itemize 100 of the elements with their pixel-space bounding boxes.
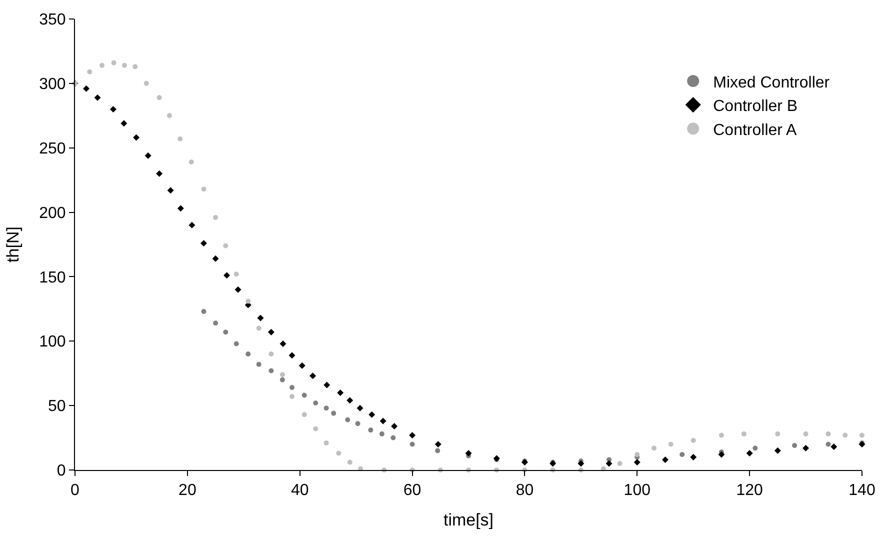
point: [634, 452, 640, 458]
point: [212, 255, 219, 262]
point: [289, 394, 294, 400]
point: [257, 314, 264, 322]
point: [391, 422, 398, 430]
point: [87, 69, 92, 74]
point: [234, 286, 242, 293]
point: [324, 440, 329, 446]
point: [355, 421, 360, 426]
y-tick-label: 350: [39, 12, 66, 29]
legend-label: Controller A: [713, 122, 798, 139]
point: [213, 214, 218, 220]
point: [331, 410, 336, 416]
point: [144, 152, 152, 159]
point: [201, 309, 206, 314]
point: [409, 432, 416, 438]
point: [774, 447, 781, 454]
point: [324, 382, 330, 388]
point: [268, 368, 274, 374]
x-tick-label: 80: [516, 482, 534, 500]
point: [133, 134, 140, 141]
point: [336, 450, 342, 456]
point: [356, 404, 364, 412]
y-tick-label: 300: [39, 76, 66, 94]
point: [690, 454, 697, 460]
point: [380, 418, 386, 424]
x-tick-label: 60: [403, 482, 422, 500]
y-tick-label: 150: [39, 269, 66, 286]
point: [167, 187, 174, 194]
point: [741, 431, 746, 436]
point: [280, 377, 285, 382]
point: [256, 362, 262, 367]
point: [435, 448, 440, 454]
point: [662, 456, 668, 463]
point: [122, 62, 127, 68]
point: [792, 443, 798, 448]
point: [280, 372, 285, 378]
point: [860, 432, 864, 438]
point: [680, 452, 685, 458]
point: [156, 95, 162, 100]
point: [234, 341, 239, 346]
point: [718, 432, 724, 438]
x-axis-title: time[s]: [443, 510, 494, 530]
point: [337, 389, 344, 396]
point: [324, 406, 329, 411]
point: [521, 459, 528, 466]
point: [298, 362, 306, 369]
point: [246, 352, 251, 357]
point: [302, 412, 307, 418]
point: [110, 106, 116, 112]
point: [256, 326, 262, 331]
point: [668, 442, 674, 447]
point: [434, 440, 442, 448]
point: [213, 320, 218, 326]
point: [842, 432, 848, 438]
point: [368, 428, 374, 433]
point: [82, 85, 90, 92]
point: [617, 461, 622, 466]
point: [313, 426, 318, 432]
point: [99, 62, 104, 68]
y-tick-label: 250: [39, 140, 66, 158]
point: [166, 113, 172, 118]
point: [120, 120, 128, 127]
point: [188, 160, 194, 165]
legend-label: Controller B: [713, 98, 798, 116]
point: [379, 431, 384, 436]
point: [310, 372, 316, 380]
point: [606, 460, 612, 467]
y-tick-label: 0: [56, 462, 66, 480]
point: [201, 186, 206, 192]
x-tick-label: 100: [624, 482, 651, 500]
point: [178, 136, 183, 142]
point: [410, 442, 415, 447]
x-tick-label: 40: [290, 482, 309, 500]
point: [302, 392, 307, 398]
point: [288, 352, 296, 359]
point: [690, 438, 696, 443]
point: [234, 272, 239, 277]
point: [246, 298, 251, 304]
point: [826, 442, 831, 447]
point: [578, 460, 584, 467]
legend-label: Mixed Controller: [713, 74, 830, 92]
x-tick-label: 0: [70, 482, 80, 500]
y-tick-label: 50: [48, 398, 66, 416]
point: [634, 459, 640, 466]
x-tick-label: 120: [736, 482, 764, 500]
point: [826, 431, 831, 436]
y-tick-label: 200: [39, 204, 66, 222]
point: [188, 222, 196, 228]
point: [830, 444, 838, 450]
point: [652, 446, 657, 451]
point: [313, 400, 318, 406]
y-tick-label: 100: [39, 334, 66, 351]
point: [775, 431, 780, 436]
point: [111, 60, 116, 66]
point: [223, 330, 228, 335]
point: [346, 397, 354, 404]
point: [802, 444, 810, 452]
point: [752, 446, 758, 451]
point: [746, 450, 753, 456]
